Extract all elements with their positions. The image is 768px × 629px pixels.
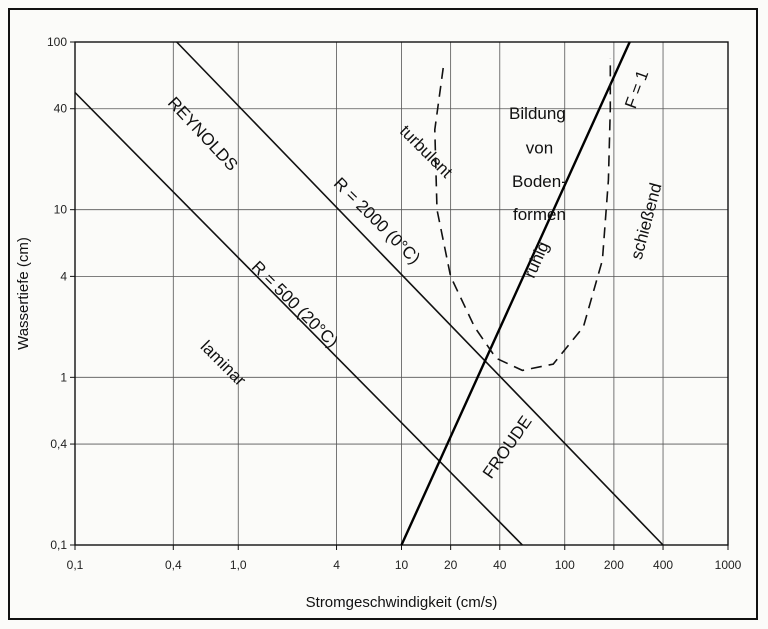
y-tick-label: 0,1 [50, 538, 67, 552]
series-line-r-500-20-c [74, 91, 523, 546]
series-line-f-1 [400, 41, 631, 546]
annotation-schie-end: schießend [627, 181, 666, 262]
y-tick-label: 4 [60, 269, 67, 283]
annotation-boden: Boden- [512, 172, 567, 191]
annotation-bildung: Bildung [509, 104, 566, 123]
x-axis-title: Stromgeschwindigkeit (cm/s) [306, 594, 498, 611]
y-tick-label: 40 [54, 102, 68, 116]
x-tick-label: 4 [333, 558, 340, 572]
tick-labels: 0,1 0,4 1,0 4 10 20 40 100 200 400 1000 0,1 0,4 1 4 10 4… [47, 35, 742, 572]
annotation-froude: FROUDE [479, 412, 536, 482]
grid [70, 41, 729, 550]
x-tick-label: 40 [493, 558, 507, 572]
figure-frame [8, 8, 758, 620]
y-tick-label: 100 [47, 35, 67, 49]
annotation-f-1: F = 1 [621, 68, 652, 111]
x-tick-label: 20 [444, 558, 458, 572]
y-tick-label: 0,4 [50, 437, 67, 451]
x-tick-label: 1,0 [230, 558, 247, 572]
x-tick-label: 200 [604, 558, 624, 572]
annotation-r-500-20-c: R = 500 (20°C) [248, 257, 342, 351]
series-group [74, 41, 664, 546]
y-tick-label: 10 [54, 203, 68, 217]
x-tick-label: 0,1 [67, 558, 84, 572]
x-tick-label: 100 [555, 558, 575, 572]
series-line-r-2000-0-c [176, 41, 664, 546]
x-tick-label: 0,4 [165, 558, 182, 572]
annotation-von: von [526, 139, 553, 158]
y-tick-label: 1 [60, 370, 67, 384]
x-tick-label: 10 [395, 558, 409, 572]
annotation-ruhig: ruhig [520, 239, 553, 281]
series-line-bildung-von-bodenformen [433, 58, 612, 372]
annotation-laminar: laminar [197, 337, 250, 390]
x-tick-label: 400 [653, 558, 673, 572]
annotation-r-2000-0-c: R = 2000 (0°C) [330, 174, 424, 268]
annotation-turbulent: turbulent [396, 121, 456, 181]
annotation-formen: formen [513, 205, 566, 224]
annotation-reynolds: REYNOLDS [164, 93, 242, 174]
x-tick-label: 1000 [715, 558, 742, 572]
y-axis-title: Wassertiefe (cm) [15, 237, 32, 350]
